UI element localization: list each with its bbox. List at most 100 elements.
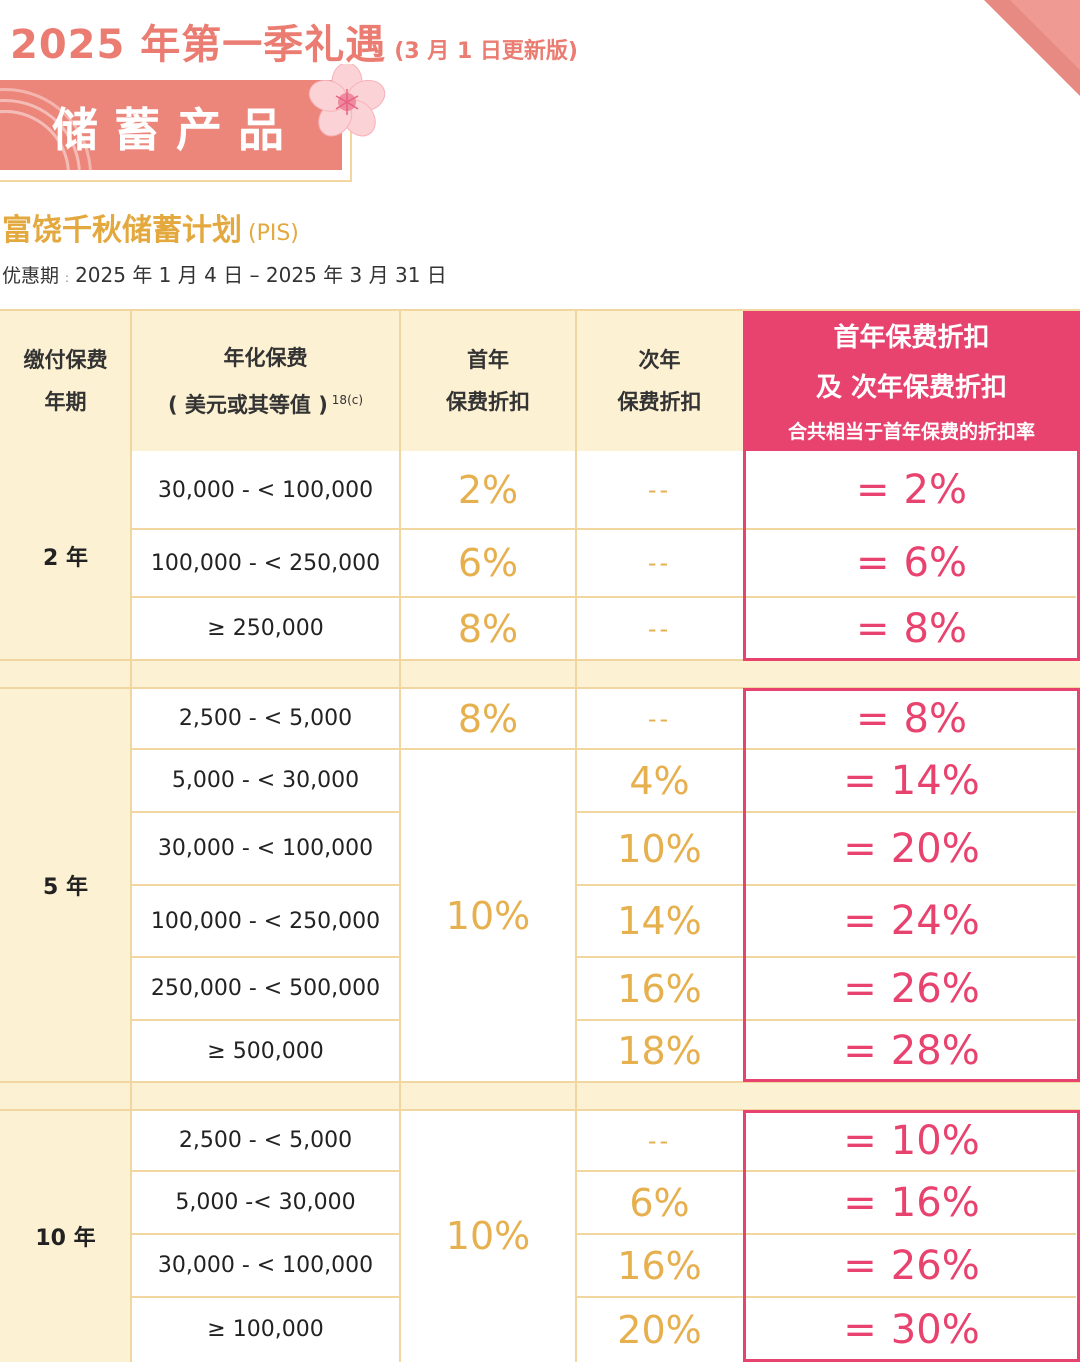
total-value: 26%: [890, 965, 980, 1012]
equals-sign: =: [856, 540, 890, 586]
footnote-ref: 18(c): [331, 392, 364, 407]
grid-line: [131, 884, 400, 886]
grid-line: [576, 1019, 743, 1021]
total-discount: = 28%: [743, 1020, 1080, 1082]
premium-range: ≥ 100,000: [207, 1317, 324, 1342]
second-year-discount: 4%: [629, 758, 690, 803]
total-value: 30%: [890, 1306, 980, 1353]
total-discount: = 2%: [743, 451, 1080, 529]
equals-sign: =: [843, 965, 877, 1012]
grid-line: [131, 956, 400, 958]
premium-range: ≥ 500,000: [207, 1038, 324, 1064]
grid-line: [131, 596, 743, 598]
equals-sign: =: [843, 1117, 877, 1164]
page-title: 2025 年第一季礼遇 (3 月 1 日更新版): [10, 12, 578, 70]
total-discount: = 16%: [743, 1171, 1080, 1234]
grid-line: [131, 1019, 400, 1021]
banner-label: 储蓄产品: [52, 103, 300, 157]
group-separator: [0, 1082, 1080, 1110]
grid-line: [0, 1081, 1080, 1083]
plan-code: (PIS): [248, 221, 299, 246]
second-year-discount: 16%: [617, 966, 702, 1011]
period-value: 2025 年 1 月 4 日 – 2025 年 3 月 31 日: [75, 263, 447, 287]
equals-sign: =: [843, 1028, 877, 1074]
premium-range: 5,000 - < 30,000: [171, 768, 360, 793]
first-year-discount: 8%: [457, 606, 519, 651]
header-total-line3: 合共相当于首年保费的折扣率: [787, 421, 1035, 443]
second-year-discount: --: [647, 476, 672, 504]
equals-sign: =: [843, 1242, 877, 1289]
total-discount: = 20%: [743, 812, 1080, 885]
total-discount: = 30%: [743, 1297, 1080, 1362]
first-year-discount: 8%: [457, 696, 519, 741]
total-value: 16%: [890, 1179, 980, 1226]
grid-line: [0, 659, 1080, 661]
second-year-discount: 20%: [617, 1307, 702, 1352]
grid-line: [746, 1233, 1076, 1235]
category-banner: 储蓄产品: [0, 80, 342, 170]
premium-range: 30,000 - < 100,000: [157, 477, 374, 503]
premium-range: 250,000 - < 500,000: [150, 976, 381, 1001]
header-total-line1: 首年保费折扣: [833, 323, 990, 353]
total-value: 8%: [903, 695, 967, 742]
premium-range: 5,000 -< 30,000: [175, 1190, 356, 1215]
premium-range: 2,500 - < 5,000: [178, 1128, 353, 1153]
equals-sign: =: [843, 1306, 877, 1353]
first-year-discount-merged: 10%: [445, 1214, 531, 1258]
total-discount: = 14%: [743, 749, 1080, 812]
grid-line: [576, 1233, 743, 1235]
equals-sign: =: [843, 825, 877, 872]
total-discount: = 8%: [743, 688, 1080, 749]
header-term: 缴付保费 年期: [0, 311, 131, 451]
header-premium: 年化保费 ( 美元或其等值 ) 18(c): [131, 311, 400, 451]
header-term-line1: 缴付保费: [23, 348, 108, 372]
equals-sign: =: [856, 605, 890, 652]
highlight-border: [1077, 688, 1080, 1082]
equals-sign: =: [843, 1179, 877, 1226]
total-value: 28%: [890, 1028, 980, 1074]
highlight-border: [743, 688, 1080, 691]
grid-line: [131, 811, 400, 813]
plan-name: 富饶千秋储蓄计划: [2, 213, 242, 248]
highlight-border: [743, 311, 746, 660]
period-label: 优惠期: [2, 265, 60, 287]
grid-line: [0, 309, 1080, 311]
total-discount: = 24%: [743, 885, 1080, 957]
grid-line: [746, 956, 1076, 958]
banner-frame: [0, 88, 352, 182]
total-value: 20%: [890, 825, 980, 872]
first-year-discount-merged: 10%: [445, 893, 531, 938]
grid-line: [746, 811, 1076, 813]
header-term-line2: 年期: [44, 390, 87, 414]
premium-range: 2,500 - < 5,000: [178, 706, 353, 731]
total-value: 6%: [903, 540, 967, 586]
total-value: 26%: [890, 1242, 980, 1289]
second-year-discount: --: [647, 549, 672, 577]
grid-line: [575, 309, 577, 1362]
period-colon: :: [65, 271, 70, 285]
highlight-border: [743, 1359, 1080, 1362]
premium-range: 100,000 - < 250,000: [150, 550, 381, 576]
total-discount: = 26%: [743, 957, 1080, 1020]
total-discount: = 10%: [743, 1110, 1080, 1171]
second-year-discount: --: [647, 704, 672, 733]
corner-decoration-inner: [1010, 0, 1080, 70]
title-subtitle: (3 月 1 日更新版): [394, 39, 578, 64]
plan-title: 富饶千秋储蓄计划 (PIS): [2, 205, 299, 249]
grid-line: [746, 1019, 1076, 1021]
grid-line: [131, 748, 743, 750]
highlight-border: [743, 1110, 746, 1362]
first-year-discount: 2%: [457, 468, 519, 512]
grid-line: [131, 528, 743, 530]
second-year-discount: 18%: [617, 1029, 702, 1073]
grid-line: [576, 1170, 743, 1172]
grid-line: [576, 884, 743, 886]
second-year-discount: 16%: [617, 1243, 702, 1288]
total-value: 2%: [903, 467, 967, 513]
grid-line: [130, 309, 132, 1362]
equals-sign: =: [856, 467, 890, 513]
header-second-line2: 保费折扣: [617, 390, 702, 414]
total-discount: = 8%: [743, 597, 1080, 660]
header-first-line1: 首年: [467, 348, 509, 372]
total-discount: = 26%: [743, 1234, 1080, 1297]
